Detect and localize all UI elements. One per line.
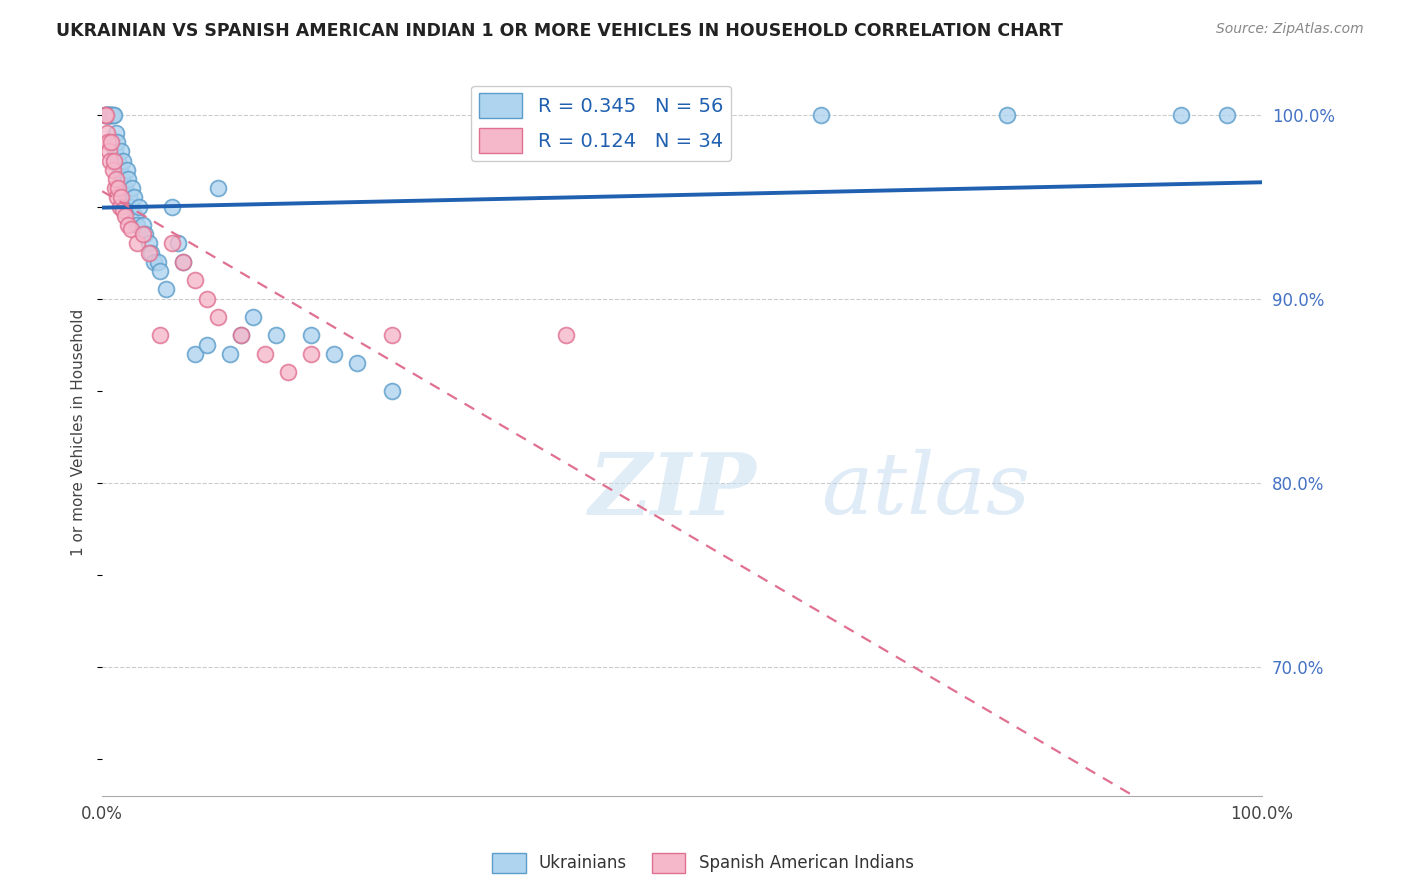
Point bbox=[117, 172, 139, 186]
Point bbox=[114, 181, 136, 195]
Point bbox=[120, 200, 142, 214]
Point bbox=[299, 328, 322, 343]
Point bbox=[277, 365, 299, 379]
Point bbox=[381, 384, 404, 398]
Point bbox=[97, 135, 120, 149]
Y-axis label: 1 or more Vehicles in Household: 1 or more Vehicles in Household bbox=[72, 309, 86, 556]
Point bbox=[195, 337, 218, 351]
Point bbox=[98, 145, 121, 159]
Point bbox=[810, 107, 832, 121]
Point bbox=[105, 135, 128, 149]
Point bbox=[231, 328, 253, 343]
Point bbox=[184, 273, 207, 287]
Point bbox=[346, 356, 368, 370]
Point bbox=[98, 107, 121, 121]
Point bbox=[1216, 107, 1239, 121]
Point bbox=[195, 292, 218, 306]
Point bbox=[134, 227, 156, 242]
Point bbox=[111, 172, 134, 186]
Legend: Ukrainians, Spanish American Indians: Ukrainians, Spanish American Indians bbox=[485, 847, 921, 880]
Point bbox=[112, 203, 135, 218]
Point bbox=[143, 255, 166, 269]
Point bbox=[166, 236, 188, 251]
Text: ZIP: ZIP bbox=[589, 449, 758, 532]
Point bbox=[98, 107, 121, 121]
Point bbox=[207, 181, 229, 195]
Point bbox=[98, 107, 121, 121]
Text: Source: ZipAtlas.com: Source: ZipAtlas.com bbox=[1216, 22, 1364, 37]
Point bbox=[110, 190, 132, 204]
Point bbox=[108, 200, 131, 214]
Point bbox=[104, 181, 127, 195]
Point bbox=[103, 107, 125, 121]
Point bbox=[121, 181, 143, 195]
Point bbox=[184, 347, 207, 361]
Point bbox=[264, 328, 287, 343]
Point bbox=[96, 126, 118, 140]
Point bbox=[139, 245, 162, 260]
Point bbox=[149, 264, 172, 278]
Point bbox=[96, 107, 118, 121]
Point bbox=[98, 153, 121, 168]
Point bbox=[120, 221, 142, 235]
Point bbox=[101, 107, 124, 121]
Point bbox=[100, 135, 122, 149]
Point bbox=[105, 126, 128, 140]
Point bbox=[105, 172, 128, 186]
Point bbox=[138, 236, 160, 251]
Point bbox=[125, 218, 148, 232]
Point bbox=[97, 107, 120, 121]
Point bbox=[132, 227, 155, 242]
Point bbox=[96, 107, 118, 121]
Point bbox=[231, 328, 253, 343]
Point bbox=[1170, 107, 1192, 121]
Point bbox=[112, 153, 135, 168]
Text: UKRAINIAN VS SPANISH AMERICAN INDIAN 1 OR MORE VEHICLES IN HOUSEHOLD CORRELATION: UKRAINIAN VS SPANISH AMERICAN INDIAN 1 O… bbox=[56, 22, 1063, 40]
Point bbox=[94, 107, 117, 121]
Point bbox=[107, 181, 129, 195]
Point bbox=[125, 236, 148, 251]
Point bbox=[110, 145, 132, 159]
Point bbox=[100, 107, 122, 121]
Point bbox=[155, 282, 177, 296]
Point bbox=[132, 218, 155, 232]
Point bbox=[299, 347, 322, 361]
Point bbox=[172, 255, 194, 269]
Point bbox=[207, 310, 229, 324]
Point bbox=[104, 145, 127, 159]
Point bbox=[94, 107, 117, 121]
Text: atlas: atlas bbox=[821, 449, 1031, 532]
Point bbox=[381, 328, 404, 343]
Point bbox=[118, 190, 141, 204]
Point bbox=[128, 200, 150, 214]
Point bbox=[101, 162, 124, 177]
Point bbox=[93, 107, 115, 121]
Point bbox=[105, 190, 128, 204]
Point bbox=[115, 162, 138, 177]
Point bbox=[995, 107, 1018, 121]
Point bbox=[555, 328, 578, 343]
Point bbox=[117, 218, 139, 232]
Point bbox=[103, 153, 125, 168]
Point bbox=[107, 153, 129, 168]
Point bbox=[242, 310, 264, 324]
Point bbox=[138, 245, 160, 260]
Point bbox=[124, 209, 146, 223]
Point bbox=[323, 347, 346, 361]
Point bbox=[149, 328, 172, 343]
Point bbox=[108, 162, 131, 177]
Point bbox=[172, 255, 194, 269]
Point bbox=[160, 236, 183, 251]
Legend: R = 0.345   N = 56, R = 0.124   N = 34: R = 0.345 N = 56, R = 0.124 N = 34 bbox=[471, 86, 731, 161]
Point bbox=[114, 209, 136, 223]
Point bbox=[93, 107, 115, 121]
Point bbox=[122, 190, 145, 204]
Point bbox=[97, 107, 120, 121]
Point bbox=[146, 255, 169, 269]
Point bbox=[160, 200, 183, 214]
Point bbox=[253, 347, 276, 361]
Point bbox=[218, 347, 240, 361]
